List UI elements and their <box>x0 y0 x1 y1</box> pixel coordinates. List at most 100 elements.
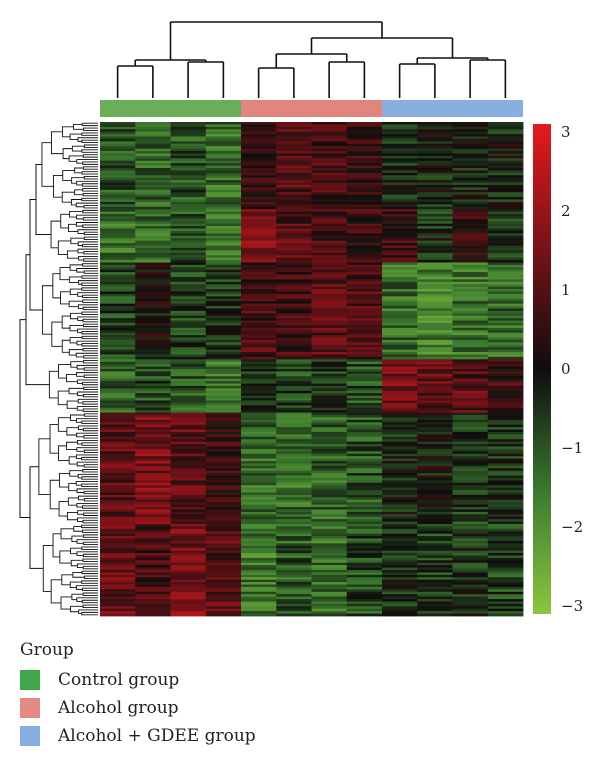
dendrogram-branch <box>76 488 98 493</box>
heatmap-cell <box>382 422 418 426</box>
heatmap-cell <box>346 427 383 430</box>
heatmap-cell <box>241 533 277 537</box>
heatmap-cell <box>417 129 453 133</box>
heatmap-cell <box>135 306 171 309</box>
heatmap-cell <box>382 441 418 445</box>
heatmap-cell <box>382 461 418 464</box>
heatmap-cell <box>487 487 524 491</box>
heatmap-cell <box>417 146 453 150</box>
heatmap-cell <box>135 494 171 498</box>
heatmap-cell <box>417 586 453 590</box>
heatmap-cell <box>417 485 453 489</box>
heatmap-cell <box>241 451 277 455</box>
heatmap-cell <box>417 400 453 404</box>
heatmap-cell <box>170 572 207 576</box>
dendrogram-branch <box>82 587 98 592</box>
dendrogram-branch <box>77 379 98 384</box>
heatmap-cell <box>241 569 277 573</box>
heatmap-cell <box>205 356 242 360</box>
heatmap-cell <box>276 226 312 229</box>
heatmap-cell <box>205 400 242 404</box>
heatmap-cell <box>276 228 312 232</box>
dendrogram-branch <box>59 472 70 488</box>
heatmap-cell <box>346 264 383 268</box>
heatmap-cell <box>382 308 418 312</box>
heatmap-cell <box>487 410 524 413</box>
dendrogram-branch <box>81 546 98 550</box>
dendrogram-branch <box>82 519 98 524</box>
heatmap-cell <box>100 286 136 290</box>
heatmap-cell <box>170 272 207 275</box>
heatmap-cell <box>382 369 418 372</box>
heatmap-cell <box>205 589 242 593</box>
dendrogram-branch <box>81 183 98 187</box>
heatmap-cell <box>311 569 348 573</box>
heatmap-cell <box>170 359 207 363</box>
heatmap-cell <box>100 131 136 135</box>
heatmap-cell <box>382 480 418 484</box>
heatmap-cell <box>205 281 242 285</box>
heatmap-cell <box>382 194 418 198</box>
heatmap-cells <box>100 122 524 617</box>
heatmap-cell <box>135 349 171 353</box>
heatmap-cell <box>452 417 489 421</box>
heatmap-cell <box>276 444 312 447</box>
heatmap-cell <box>135 463 171 467</box>
heatmap-cell <box>382 148 418 152</box>
heatmap-cell <box>135 543 171 547</box>
heatmap-cell <box>205 284 242 288</box>
heatmap-cell <box>170 143 207 147</box>
heatmap-cell <box>241 608 277 612</box>
heatmap-cell <box>241 255 277 259</box>
heatmap-cell <box>135 141 171 145</box>
heatmap-cell <box>205 606 242 610</box>
heatmap-cell <box>170 405 207 409</box>
heatmap-cell <box>452 400 489 404</box>
heatmap-cell <box>452 373 489 377</box>
heatmap-cell <box>417 160 453 164</box>
heatmap-cell <box>346 318 383 321</box>
heatmap-cell <box>346 463 383 467</box>
heatmap-cell <box>100 245 136 249</box>
heatmap-cell <box>135 613 171 617</box>
heatmap-cell <box>100 177 136 181</box>
heatmap-cell <box>417 126 453 130</box>
dendrogram-branch <box>66 512 78 521</box>
heatmap-cell <box>170 206 207 210</box>
heatmap-cell <box>311 516 348 520</box>
dendrogram-branch <box>76 447 98 452</box>
heatmap-cell <box>205 330 242 334</box>
dendrogram-branch <box>49 424 59 454</box>
group-bar-segment <box>100 100 241 117</box>
heatmap-cell <box>346 228 383 232</box>
heatmap-cell <box>241 136 277 140</box>
heatmap-cell <box>452 223 489 227</box>
heatmap-cell <box>241 230 277 234</box>
heatmap-cell <box>346 146 383 150</box>
heatmap-cell <box>170 337 207 341</box>
heatmap-cell <box>135 526 171 530</box>
heatmap-cell <box>170 393 207 397</box>
heatmap-cell <box>311 606 348 610</box>
heatmap-cell <box>276 548 312 552</box>
heatmap-cell <box>311 192 348 196</box>
heatmap-cell <box>100 361 136 365</box>
heatmap-cell <box>452 606 489 610</box>
heatmap-cell <box>346 184 383 188</box>
heatmap-cell <box>417 514 453 518</box>
dendrogram-branch <box>59 267 71 281</box>
dendrogram-branch <box>78 609 98 615</box>
heatmap-cell <box>135 497 171 501</box>
heatmap-cell <box>417 550 453 554</box>
heatmap-cell <box>170 548 207 552</box>
heatmap-cell <box>311 599 348 602</box>
heatmap-cell <box>100 398 136 401</box>
heatmap-cell <box>346 124 383 128</box>
dendrogram-branch <box>83 205 98 209</box>
heatmap-cell <box>241 543 277 547</box>
row-dendrogram <box>19 122 98 616</box>
heatmap-cell <box>452 274 489 278</box>
heatmap-cell <box>346 402 383 406</box>
heatmap-cell <box>487 390 524 394</box>
